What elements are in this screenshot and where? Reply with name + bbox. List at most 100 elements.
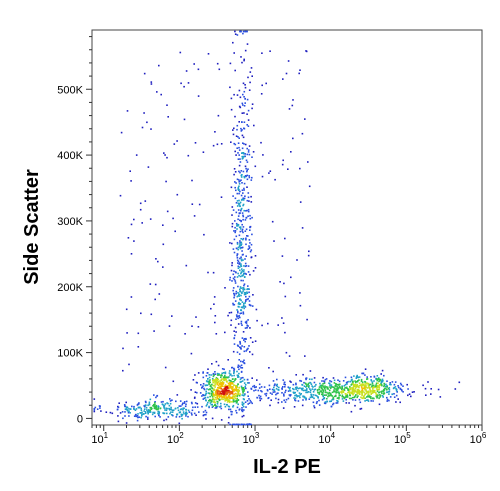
data-point [235,182,237,184]
data-point [238,199,240,202]
data-point [237,209,240,211]
data-point [162,400,164,403]
data-point [180,413,183,416]
data-point [251,75,253,77]
data-point [247,423,249,425]
data-point [220,379,223,382]
data-point [388,393,390,395]
data-point [306,388,308,390]
data-point [427,381,429,383]
data-point [176,193,179,196]
x-axis-title: IL-2 PE [253,456,321,478]
data-point [192,379,195,381]
data-point [345,382,348,384]
data-point [231,262,233,264]
data-point [176,394,179,396]
data-point [139,202,142,205]
data-point [290,381,292,383]
data-point [225,390,227,392]
data-point [239,230,242,233]
data-point [248,382,250,384]
data-point [240,271,243,273]
data-point [299,394,302,396]
data-point [243,394,246,396]
data-point [313,381,316,384]
data-point [158,414,160,417]
data-point [230,413,233,416]
data-point [197,95,200,97]
data-point [317,391,319,394]
data-point [247,285,249,287]
data-point [238,149,241,151]
data-point [370,392,373,394]
data-point [220,384,222,386]
data-point [430,393,432,395]
data-point [341,387,343,390]
data-point [323,381,326,383]
data-point [308,185,311,188]
data-point [324,389,327,391]
data-point [235,318,237,320]
data-point [158,411,161,414]
data-point [283,381,286,384]
data-point [242,93,244,96]
data-point [228,397,230,399]
data-point [208,400,211,402]
x-tick-label: 105 [394,431,411,446]
data-point [340,391,342,393]
x-tick-base: 10 [91,434,103,446]
data-point [244,291,247,294]
data-point [342,400,345,402]
data-point [234,276,236,278]
data-point [247,298,249,300]
data-point [371,381,374,383]
data-point [220,395,223,397]
data-point [314,394,317,397]
data-point [395,401,397,403]
data-point [323,386,325,389]
data-point [358,389,361,392]
data-point [196,402,199,405]
data-point [236,94,239,96]
data-point [117,420,120,423]
data-point [236,228,238,230]
data-point [381,392,383,395]
data-point [378,380,380,383]
data-point [233,388,235,390]
data-point [388,387,391,389]
data-point [295,394,298,396]
data-point [241,212,244,214]
data-point [305,386,307,388]
data-point [243,390,245,392]
data-point [361,372,363,375]
data-point [227,394,230,397]
data-point [205,413,207,416]
data-point [314,385,316,388]
data-point [385,383,387,386]
data-point [233,371,235,373]
data-point [232,277,235,280]
data-point [242,214,244,217]
data-point [337,384,340,386]
data-point [337,379,339,381]
data-point [243,265,245,267]
data-point [232,389,234,392]
data-point [243,58,245,61]
data-point [301,404,304,407]
data-point [329,400,331,403]
data-point [359,401,362,404]
data-point [233,296,235,299]
data-point [247,125,250,127]
data-point [231,392,233,394]
data-point [395,389,398,392]
data-point [235,409,237,412]
data-point [195,316,197,318]
data-point [216,400,218,403]
data-point [207,392,210,394]
data-point [158,64,160,67]
data-point [138,402,140,404]
data-point [197,372,200,374]
data-point [238,164,241,167]
data-point [240,263,242,265]
data-point [143,410,145,412]
